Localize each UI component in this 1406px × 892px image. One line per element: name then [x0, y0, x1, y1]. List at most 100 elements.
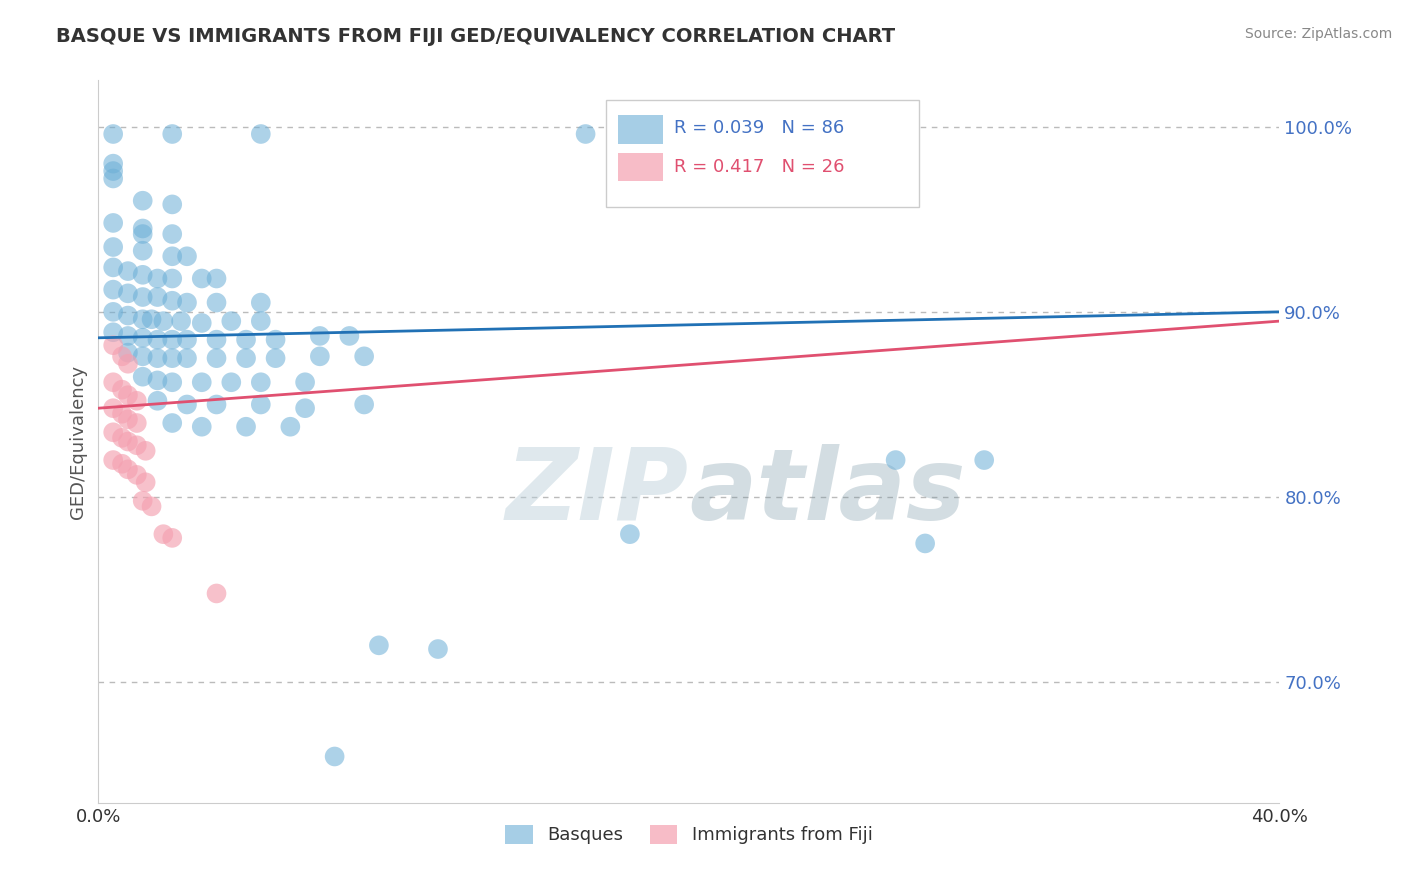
Point [146, 393, 169, 408]
Point [162, 376, 183, 390]
Point [205, 295, 228, 310]
Point [103, 376, 125, 390]
Point [235, 333, 257, 347]
Point [117, 357, 139, 371]
Point [339, 329, 361, 343]
Point [103, 260, 125, 275]
Point [125, 416, 148, 430]
Point [191, 376, 214, 390]
FancyBboxPatch shape [606, 100, 920, 207]
Point [264, 333, 287, 347]
Point [575, 127, 598, 141]
Point [132, 268, 155, 282]
Point [176, 295, 198, 310]
Point [103, 240, 125, 254]
Point [309, 349, 332, 363]
Point [205, 271, 228, 285]
Point [884, 453, 907, 467]
Point [176, 397, 198, 411]
Point [125, 467, 148, 482]
Point [914, 536, 936, 550]
Point [117, 434, 139, 449]
Point [250, 314, 273, 328]
Point [294, 401, 316, 416]
Point [103, 127, 125, 141]
Point [205, 351, 228, 366]
Point [162, 197, 183, 211]
Point [103, 453, 125, 467]
Text: Source: ZipAtlas.com: Source: ZipAtlas.com [1244, 27, 1392, 41]
Point [146, 290, 169, 304]
Point [191, 316, 214, 330]
Point [125, 438, 148, 452]
Point [176, 249, 198, 263]
Point [191, 271, 214, 285]
Point [132, 349, 155, 363]
Point [205, 397, 228, 411]
Point [205, 586, 228, 600]
Point [103, 305, 125, 319]
Point [152, 527, 174, 541]
Point [368, 638, 391, 652]
Point [146, 333, 169, 347]
Point [146, 351, 169, 366]
Point [135, 475, 157, 490]
Point [162, 271, 183, 285]
Text: BASQUE VS IMMIGRANTS FROM FIJI GED/EQUIVALENCY CORRELATION CHART: BASQUE VS IMMIGRANTS FROM FIJI GED/EQUIV… [56, 27, 896, 45]
Point [280, 419, 302, 434]
Point [132, 312, 155, 326]
Point [103, 164, 125, 178]
Point [103, 401, 125, 416]
Point [103, 283, 125, 297]
Point [117, 345, 139, 359]
Point [117, 412, 139, 426]
Point [103, 171, 125, 186]
Point [132, 331, 155, 345]
Text: atlas: atlas [689, 443, 966, 541]
Point [170, 314, 193, 328]
Point [250, 397, 273, 411]
Point [103, 156, 125, 170]
Point [103, 216, 125, 230]
Text: R = 0.039   N = 86: R = 0.039 N = 86 [673, 119, 844, 137]
Point [103, 338, 125, 352]
Point [111, 349, 134, 363]
Point [176, 351, 198, 366]
Point [117, 309, 139, 323]
Point [264, 351, 287, 366]
Point [111, 457, 134, 471]
Point [250, 295, 273, 310]
Point [235, 351, 257, 366]
Point [294, 376, 316, 390]
Point [152, 314, 174, 328]
Point [162, 293, 183, 308]
Point [250, 376, 273, 390]
Point [973, 453, 995, 467]
Point [117, 264, 139, 278]
Point [103, 425, 125, 440]
Text: ZIP: ZIP [506, 443, 689, 541]
Point [176, 333, 198, 347]
Point [132, 227, 155, 241]
Point [132, 221, 155, 235]
Point [427, 642, 450, 657]
Point [117, 462, 139, 476]
Point [250, 127, 273, 141]
Y-axis label: GED/Equivalency: GED/Equivalency [69, 365, 87, 518]
Point [146, 271, 169, 285]
Point [117, 329, 139, 343]
Point [132, 290, 155, 304]
Point [111, 431, 134, 445]
Point [221, 376, 243, 390]
Point [162, 227, 183, 241]
Point [235, 419, 257, 434]
Point [111, 383, 134, 397]
Point [221, 314, 243, 328]
Legend: Basques, Immigrants from Fiji: Basques, Immigrants from Fiji [498, 818, 880, 852]
FancyBboxPatch shape [619, 153, 664, 181]
Point [191, 419, 214, 434]
Point [132, 369, 155, 384]
Point [353, 397, 375, 411]
Point [132, 244, 155, 258]
Point [162, 351, 183, 366]
